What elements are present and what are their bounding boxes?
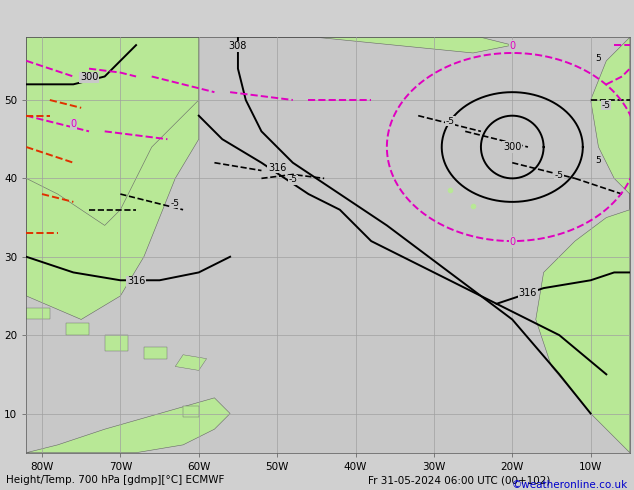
Polygon shape [606, 61, 630, 116]
Text: 308: 308 [229, 41, 247, 51]
Polygon shape [591, 37, 630, 210]
Text: 0: 0 [509, 237, 515, 247]
Polygon shape [105, 335, 128, 351]
Polygon shape [27, 398, 230, 453]
Text: Fr 31-05-2024 06:00 UTC (00+102): Fr 31-05-2024 06:00 UTC (00+102) [368, 475, 550, 485]
Text: 300: 300 [503, 142, 521, 152]
Text: 316: 316 [127, 276, 145, 286]
Text: 0: 0 [509, 41, 515, 51]
Text: 0: 0 [70, 120, 77, 129]
Text: 316: 316 [519, 288, 537, 298]
Text: 5: 5 [595, 156, 602, 165]
Text: ©weatheronline.co.uk: ©weatheronline.co.uk [512, 480, 628, 490]
Text: -5: -5 [288, 175, 297, 184]
Text: -5: -5 [602, 101, 611, 110]
Polygon shape [27, 37, 198, 225]
Text: 5: 5 [595, 54, 602, 63]
Text: 316: 316 [268, 163, 287, 172]
Polygon shape [27, 308, 50, 319]
Polygon shape [27, 37, 198, 319]
Polygon shape [65, 323, 89, 335]
Text: -5: -5 [445, 117, 454, 125]
Polygon shape [144, 347, 167, 359]
Polygon shape [175, 355, 207, 370]
Polygon shape [238, 37, 512, 53]
Text: -5: -5 [171, 199, 179, 208]
Polygon shape [183, 406, 198, 417]
Text: -5: -5 [555, 172, 564, 180]
Text: Height/Temp. 700 hPa [gdmp][°C] ECMWF: Height/Temp. 700 hPa [gdmp][°C] ECMWF [6, 475, 224, 485]
Polygon shape [536, 210, 630, 453]
Text: 300: 300 [80, 73, 98, 82]
